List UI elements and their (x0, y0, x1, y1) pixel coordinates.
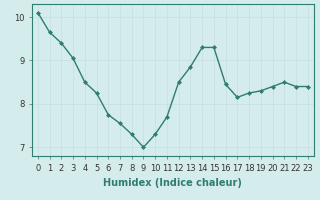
X-axis label: Humidex (Indice chaleur): Humidex (Indice chaleur) (103, 178, 242, 188)
